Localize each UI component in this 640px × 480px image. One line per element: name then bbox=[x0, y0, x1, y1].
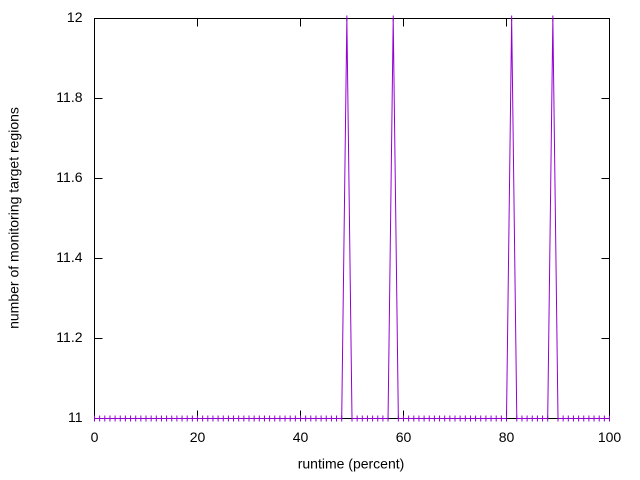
x-tick-label: 100 bbox=[598, 429, 622, 445]
x-tick-label: 80 bbox=[499, 429, 515, 445]
x-tick-label: 40 bbox=[293, 429, 309, 445]
x-tick-label: 60 bbox=[396, 429, 412, 445]
y-axis-label: number of monitoring target regions bbox=[6, 107, 22, 329]
x-tick-label: 0 bbox=[91, 429, 99, 445]
y-tick-label: 11.8 bbox=[56, 89, 82, 105]
y-tick-label: 11.6 bbox=[56, 169, 82, 185]
x-tick-label: 20 bbox=[190, 429, 206, 445]
y-tick-label: 12 bbox=[67, 9, 83, 25]
y-tick-label: 11.4 bbox=[56, 249, 82, 265]
plot-frame bbox=[94, 18, 610, 419]
x-axis-label: runtime (percent) bbox=[298, 456, 405, 472]
y-tick-label: 11 bbox=[68, 409, 83, 425]
y-tick-label: 11.2 bbox=[56, 329, 82, 345]
data-line bbox=[94, 18, 610, 419]
